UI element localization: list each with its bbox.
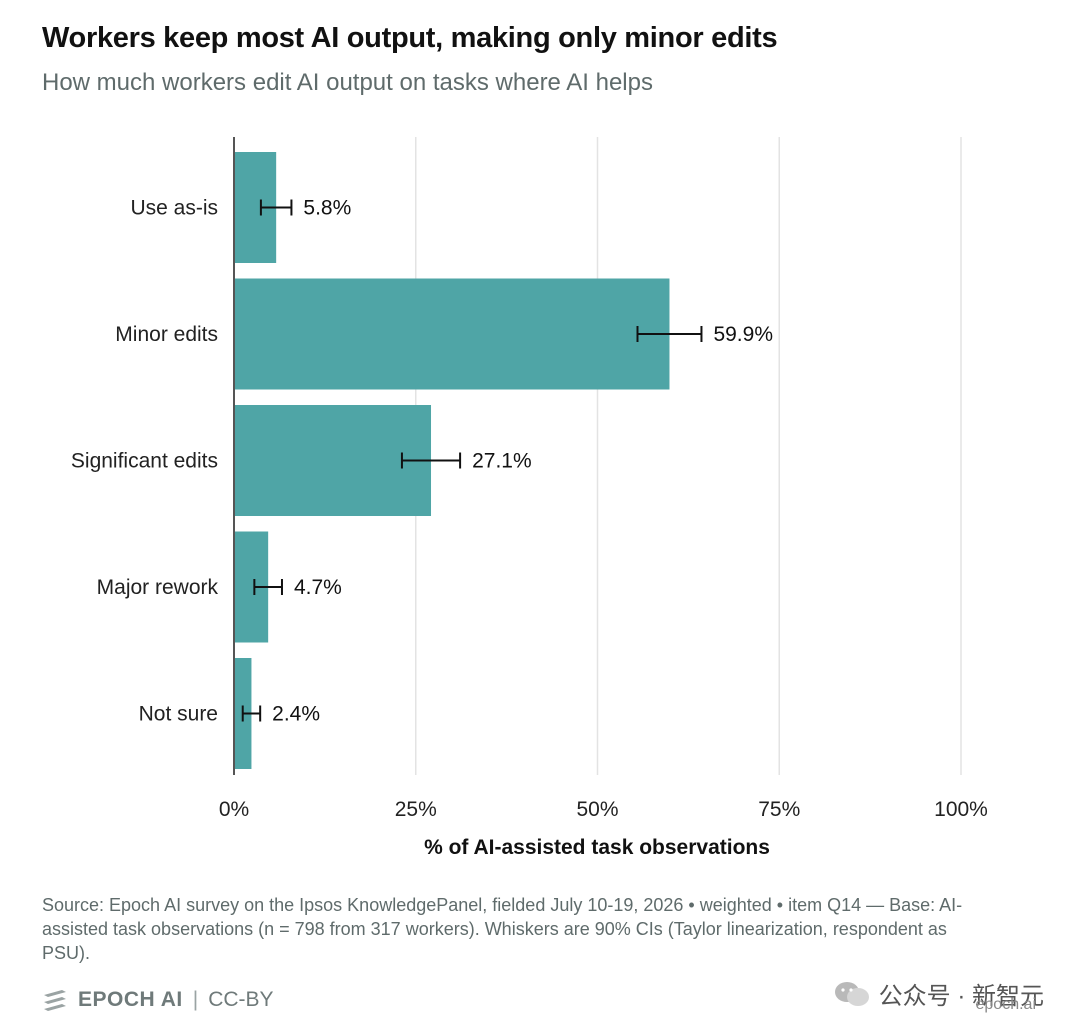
license-label: CC-BY bbox=[208, 988, 274, 1011]
x-tick-label: 75% bbox=[758, 798, 800, 821]
chart-subtitle: How much workers edit AI output on tasks… bbox=[42, 69, 653, 96]
epoch-logo-icon bbox=[44, 990, 66, 1011]
x-tick-label: 25% bbox=[395, 798, 437, 821]
watermark-text: 公众号 · 新智元 bbox=[878, 983, 1044, 1010]
x-tick-label: 50% bbox=[576, 798, 618, 821]
chart-title: Workers keep most AI output, making only… bbox=[42, 22, 778, 54]
category-label: Minor edits bbox=[115, 323, 218, 346]
watermark-url: epoch.ai bbox=[975, 996, 1037, 1013]
wechat-icon bbox=[834, 981, 869, 1006]
category-label: Use as-is bbox=[130, 197, 218, 220]
brand-name: EPOCH AI bbox=[78, 988, 183, 1011]
footer: EPOCH AI | CC-BY bbox=[42, 988, 274, 1012]
source-note: Source: Epoch AI survey on the Ipsos Kno… bbox=[42, 895, 963, 963]
data-label: 27.1% bbox=[472, 450, 532, 473]
x-tick-label: 100% bbox=[934, 798, 988, 821]
watermark: 公众号 · 新智元 bbox=[833, 976, 1044, 1011]
data-label: 2.4% bbox=[272, 703, 320, 726]
x-axis-title: % of AI-assisted task observations bbox=[424, 836, 770, 859]
bar-chart: 5.8% Use as-is 59.9% Minor edits 27.1% Signif… bbox=[71, 137, 988, 859]
data-label: 59.9% bbox=[713, 323, 773, 346]
bar bbox=[234, 405, 432, 516]
category-label: Not sure bbox=[139, 703, 218, 726]
x-tick-label: 0% bbox=[219, 798, 249, 821]
category-label: Major rework bbox=[97, 576, 219, 599]
bar bbox=[234, 278, 670, 390]
category-label: Significant edits bbox=[71, 450, 218, 473]
data-label: 4.7% bbox=[294, 576, 342, 599]
footer-separator: | bbox=[192, 988, 199, 1011]
data-label: 5.8% bbox=[303, 197, 351, 220]
